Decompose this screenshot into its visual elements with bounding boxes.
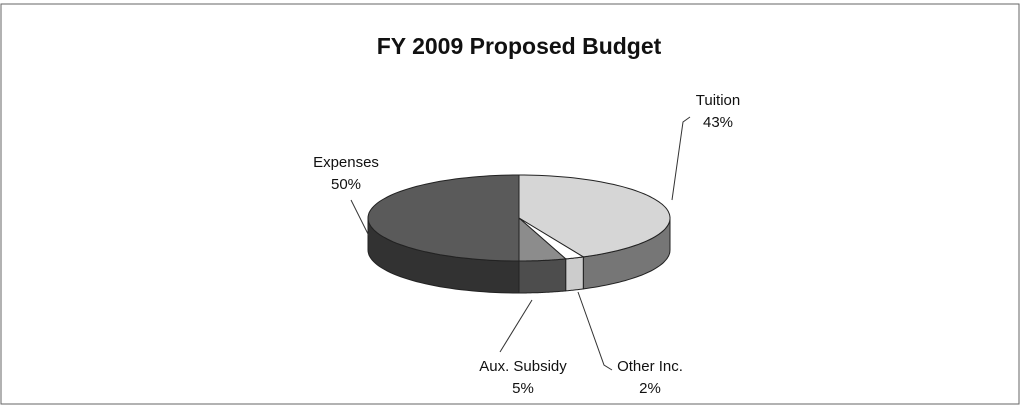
category-label: Aux. Subsidy xyxy=(479,358,567,375)
slice-side xyxy=(518,258,567,294)
pie-slice xyxy=(518,174,671,290)
pie-slice xyxy=(518,216,568,294)
slice-label: Aux. Subsidy 5% xyxy=(479,358,567,397)
slice-side xyxy=(565,256,584,292)
slice-label: Expenses 50% xyxy=(313,154,379,193)
slice-top xyxy=(367,174,520,262)
slice-top xyxy=(518,174,671,258)
value-label: 50% xyxy=(331,176,361,193)
leader-line xyxy=(499,299,533,353)
slice-top xyxy=(518,216,568,262)
value-label: 5% xyxy=(512,380,534,397)
category-label: Other Inc. xyxy=(617,358,683,375)
pie-slice xyxy=(367,174,520,294)
value-label: 2% xyxy=(639,380,661,397)
leader-lines xyxy=(350,116,691,371)
chart-title: FY 2009 Proposed Budget xyxy=(377,33,662,59)
pie xyxy=(367,174,671,294)
slice-label: Other Inc. 2% xyxy=(617,358,683,397)
slice-top xyxy=(518,217,586,260)
value-label: 43% xyxy=(703,114,733,131)
slice-label: Tuition 43% xyxy=(696,92,740,131)
leader-line xyxy=(577,291,613,371)
leader-line xyxy=(671,116,691,201)
leader-line xyxy=(350,199,372,241)
category-label: Expenses xyxy=(313,154,379,171)
category-label: Tuition xyxy=(696,92,740,109)
